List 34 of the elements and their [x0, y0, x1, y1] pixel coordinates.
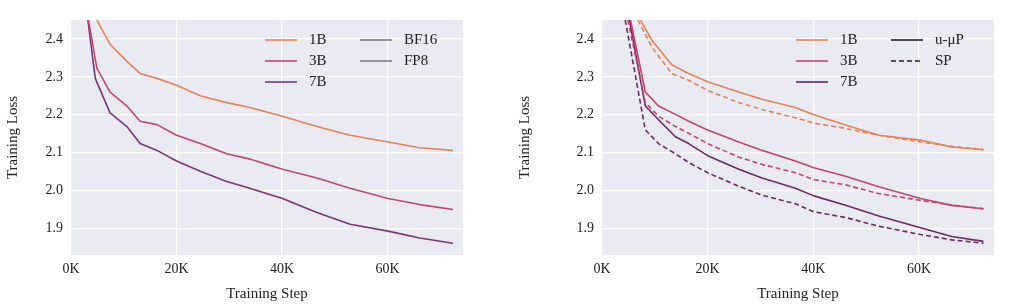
y-tick-label: 1.9	[576, 220, 594, 236]
y-tick-label: 1.9	[45, 220, 63, 236]
x-tick-label: 0K	[593, 261, 611, 277]
y-axis-title: Training Loss	[515, 95, 532, 180]
y-tick-label: 2.3	[576, 68, 594, 84]
y-tick-label: 2.4	[576, 30, 594, 46]
legend-label: 3B	[309, 51, 327, 68]
legend-label: 7B	[840, 72, 858, 89]
x-tick-label: 60K	[375, 261, 400, 277]
legend-label: 1B	[840, 30, 858, 47]
legend-label: u-μP	[935, 30, 964, 47]
x-axis-title: Training Step	[226, 284, 308, 301]
legend-label: 7B	[309, 72, 327, 89]
legend-label: FP8	[404, 51, 429, 68]
y-tick-label: 2.0	[45, 182, 63, 198]
x-tick-label: 20K	[695, 261, 720, 277]
x-tick-label: 40K	[801, 261, 826, 277]
legend-label: BF16	[404, 30, 438, 47]
x-tick-label: 40K	[269, 261, 295, 277]
x-tick-label: 20K	[164, 261, 189, 277]
y-tick-label: 2.2	[45, 106, 63, 122]
x-axis-title: Training Step	[757, 284, 839, 301]
y-tick-label: 2.1	[576, 144, 594, 160]
x-tick-label: 60K	[906, 261, 932, 277]
legend-label: 3B	[840, 51, 858, 68]
y-tick-label: 2.3	[45, 68, 63, 84]
x-tick-label: 0K	[62, 261, 80, 277]
y-tick-label: 2.4	[45, 30, 63, 46]
legend-label: 1B	[309, 30, 327, 47]
y-tick-label: 2.2	[576, 106, 594, 122]
y-tick-label: 2.1	[45, 144, 63, 160]
legend-label: SP	[935, 51, 952, 68]
y-axis-title: Training Loss	[3, 95, 20, 180]
y-tick-label: 2.0	[576, 182, 594, 198]
